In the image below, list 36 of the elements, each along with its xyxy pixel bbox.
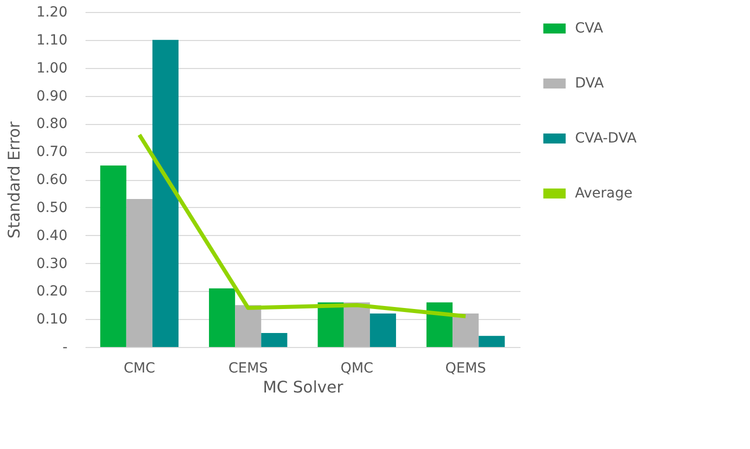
bar: [208, 288, 236, 347]
bar: [478, 336, 505, 347]
x-axis-title: MC Solver: [262, 378, 344, 396]
y-tick-label: 1.10: [36, 32, 68, 48]
y-tick-label: 0.50: [36, 200, 68, 216]
bar: [100, 166, 126, 347]
y-tick-label: 1.20: [36, 4, 68, 20]
y-tick-label: 0.10: [36, 312, 68, 328]
bar: [126, 199, 152, 347]
bar: [318, 302, 344, 347]
bar: [152, 40, 179, 347]
y-tick-label: 0.30: [36, 256, 68, 272]
x-tick-label: CEMS: [228, 360, 268, 376]
y-tick-label: 1.00: [36, 60, 68, 76]
y-tick-label: -: [62, 340, 68, 356]
bar: [344, 302, 370, 347]
bar: [452, 314, 479, 347]
y-tick-label: 0.20: [36, 284, 68, 300]
y-tick-label: 0.90: [36, 88, 68, 104]
bar: [370, 314, 396, 347]
y-tick-label: 0.40: [36, 228, 68, 244]
legend-label: DVA: [575, 76, 604, 92]
legend-label: CVA-DVA: [575, 130, 637, 146]
line-series: [137, 132, 468, 318]
bar: [261, 333, 288, 347]
y-tick-label: 0.80: [36, 116, 68, 132]
x-tick-label: CMC: [124, 360, 156, 376]
bar: [426, 302, 453, 347]
y-tick-label: 0.60: [36, 172, 68, 188]
x-tick-label: QEMS: [445, 360, 486, 376]
legend-label: CVA: [575, 20, 604, 36]
bar: [235, 305, 262, 347]
legend-label: Average: [575, 186, 632, 202]
y-tick-label: 0.70: [36, 144, 68, 160]
y-axis-title: Standard Error: [4, 121, 24, 238]
x-tick-label: QMC: [340, 360, 374, 376]
